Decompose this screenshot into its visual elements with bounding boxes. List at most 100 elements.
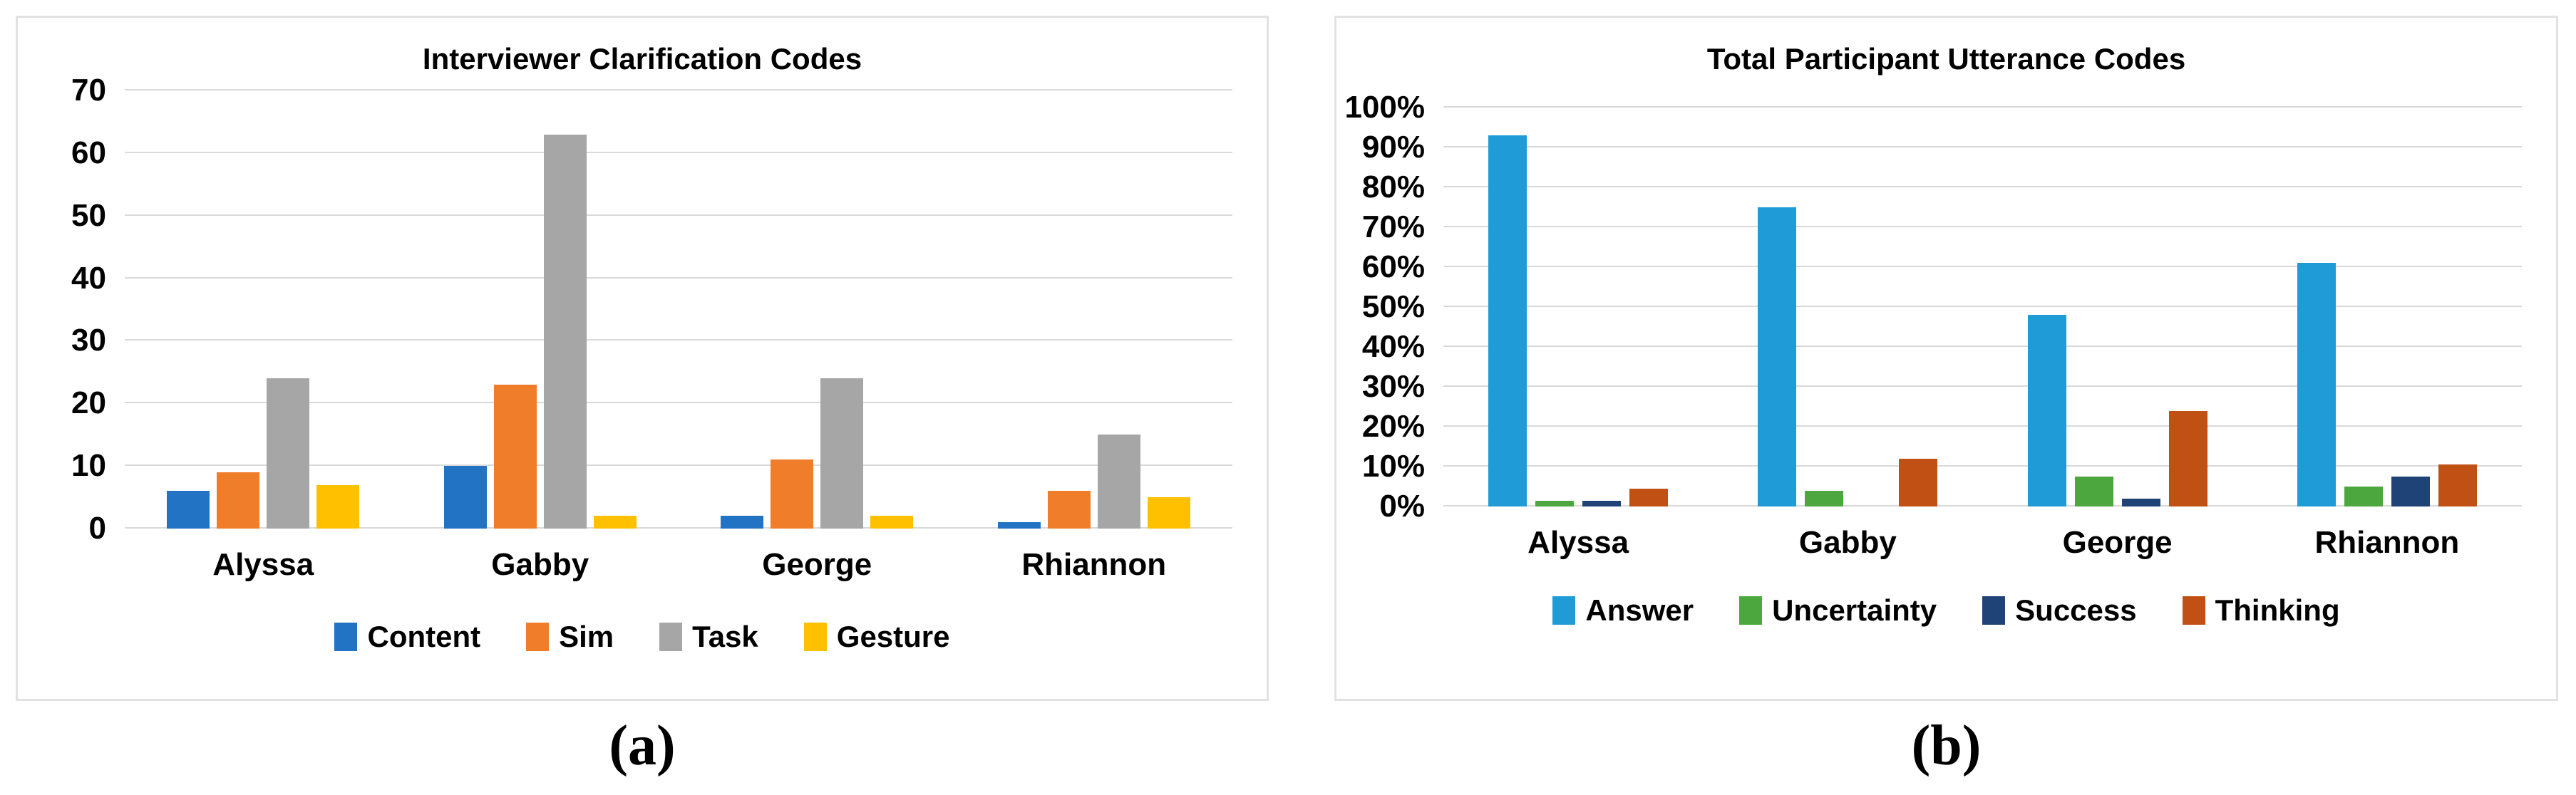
gridline-0- xyxy=(1443,505,2522,506)
bar-gesture-george xyxy=(870,516,914,529)
legend-item-thinking: Thinking xyxy=(2182,593,2340,628)
x-axis-label-gabby: Gabby xyxy=(491,547,589,582)
x-axis-label-gabby: Gabby xyxy=(1798,525,1897,560)
x-axis-label-rhiannon: Rhiannon xyxy=(1021,547,1167,582)
bar-uncertainty-gabby xyxy=(1805,490,1844,506)
legend-swatch-content xyxy=(334,623,358,651)
y-tick-label-40-: 40% xyxy=(1361,329,1425,364)
y-tick-label-50: 50 xyxy=(71,197,106,233)
gridline-0 xyxy=(125,527,1232,529)
legend-swatch-gesture xyxy=(803,623,827,651)
legend-swatch-sim xyxy=(526,623,550,651)
bar-task-george xyxy=(820,378,864,529)
y-tick-label-70-: 70% xyxy=(1361,209,1425,244)
y-tick-label-30-: 30% xyxy=(1361,369,1425,404)
legend-item-task: Task xyxy=(659,620,758,654)
bars-container xyxy=(125,90,1232,529)
bar-task-rhiannon xyxy=(1097,435,1140,529)
y-tick-label-60: 60 xyxy=(71,135,106,170)
bar-group-gabby xyxy=(402,90,679,529)
bar-thinking-rhiannon xyxy=(2438,464,2477,506)
bar-content-alyssa xyxy=(167,491,210,529)
legend-item-success: Success xyxy=(1982,593,2137,628)
legend-item-uncertainty: Uncertainty xyxy=(1739,593,1937,628)
gridline-60 xyxy=(125,151,1232,153)
bar-sim-alyssa xyxy=(217,472,260,529)
bar-success-rhiannon xyxy=(2391,477,2430,506)
x-axis-label-rhiannon: Rhiannon xyxy=(2314,525,2460,560)
chart-title-b: Total Participant Utterance Codes xyxy=(1706,42,2186,76)
bar-task-alyssa xyxy=(267,378,310,529)
bar-uncertainty-george xyxy=(2074,477,2113,506)
chart-panel-a: Interviewer Clarification Codes 0 10 20 30 4… xyxy=(16,16,1269,701)
y-tick-label-20: 20 xyxy=(71,385,106,421)
bar-group-alyssa xyxy=(1443,108,1713,506)
y-tick-label-70: 70 xyxy=(71,73,106,108)
caption-b: (b) xyxy=(1911,715,1982,777)
bar-group-gabby xyxy=(1713,108,1982,506)
bar-success-alyssa xyxy=(1582,500,1622,506)
bar-group-rhiannon xyxy=(2252,108,2522,506)
gridline-60- xyxy=(1443,266,2522,267)
legend-swatch-success xyxy=(1982,596,2006,625)
gridline-90- xyxy=(1443,146,2522,147)
bar-thinking-george xyxy=(2168,410,2207,506)
x-axis-label-alyssa: Alyssa xyxy=(1527,525,1629,560)
legend-label-answer: Answer xyxy=(1585,593,1694,627)
legend-item-gesture: Gesture xyxy=(803,620,950,654)
legend-label-sim: Sim xyxy=(559,620,614,653)
bars-container xyxy=(1443,108,2522,506)
legend-swatch-uncertainty xyxy=(1739,596,1763,625)
caption-a: (a) xyxy=(609,715,676,777)
bar-content-rhiannon xyxy=(997,522,1041,529)
chart-panel-b: Total Participant Utterance Codes 0% 10% 2… xyxy=(1334,16,2558,701)
gridline-30 xyxy=(125,339,1232,341)
chart-plot-area-a: 0 10 20 30 40 50 60 70 xyxy=(71,75,1232,544)
figure-b: Total Participant Utterance Codes 0% 10% 2… xyxy=(1334,16,2558,779)
x-axis-label-alyssa: Alyssa xyxy=(212,547,314,582)
bar-sim-gabby xyxy=(493,384,537,529)
bar-group-alyssa xyxy=(125,90,402,529)
bar-gesture-rhiannon xyxy=(1147,497,1190,529)
figure-a: Interviewer Clarification Codes 0 10 20 30 4… xyxy=(16,16,1269,779)
x-axis-label-george: George xyxy=(2062,525,2173,560)
bar-content-george xyxy=(721,516,764,529)
x-axis-labels-b: Alyssa Gabby George Rhiannon xyxy=(1443,525,2522,561)
legend-swatch-thinking xyxy=(2182,596,2205,625)
bar-content-gabby xyxy=(443,466,487,529)
legend-label-success: Success xyxy=(2015,593,2137,627)
legend-item-content: Content xyxy=(334,620,480,654)
legend-swatch-answer xyxy=(1552,596,1576,625)
y-tick-label-60-: 60% xyxy=(1361,249,1425,284)
y-tick-label-100-: 100% xyxy=(1344,90,1425,125)
gridline-70 xyxy=(125,89,1232,90)
chart-title-a: Interviewer Clarification Codes xyxy=(422,42,862,76)
bar-thinking-gabby xyxy=(1899,458,1938,506)
bar-success-george xyxy=(2121,498,2160,506)
bar-group-rhiannon xyxy=(956,90,1233,529)
bar-task-gabby xyxy=(543,134,587,529)
bar-thinking-alyssa xyxy=(1629,488,1669,506)
gridline-80- xyxy=(1443,186,2522,187)
y-tick-label-0-: 0% xyxy=(1379,489,1425,524)
gridline-40- xyxy=(1443,345,2522,347)
chart-plot-area-b: 0% 10% 20% 30% 40% 50% 60% 70% 80% 90% 100% xyxy=(1344,92,2522,522)
x-axis-label-george: George xyxy=(762,547,872,582)
y-tick-label-0: 0 xyxy=(88,511,106,546)
legend-a: Content Sim Task Gesture xyxy=(18,620,1267,654)
legend-item-sim: Sim xyxy=(526,620,614,654)
legend-label-gesture: Gesture xyxy=(836,620,950,653)
gridline-10 xyxy=(125,464,1232,467)
legend-item-answer: Answer xyxy=(1552,593,1694,628)
bar-gesture-alyssa xyxy=(316,484,360,529)
bar-group-george xyxy=(1983,108,2252,506)
gridline-50 xyxy=(125,214,1232,216)
legend-swatch-task xyxy=(659,623,683,651)
gridline-50- xyxy=(1443,306,2522,307)
gridline-70- xyxy=(1443,226,2522,227)
gridline-40 xyxy=(125,276,1232,279)
gridline-30- xyxy=(1443,385,2522,387)
y-tick-label-90-: 90% xyxy=(1361,130,1425,165)
gridline-20 xyxy=(125,402,1232,404)
bar-sim-rhiannon xyxy=(1047,491,1091,529)
